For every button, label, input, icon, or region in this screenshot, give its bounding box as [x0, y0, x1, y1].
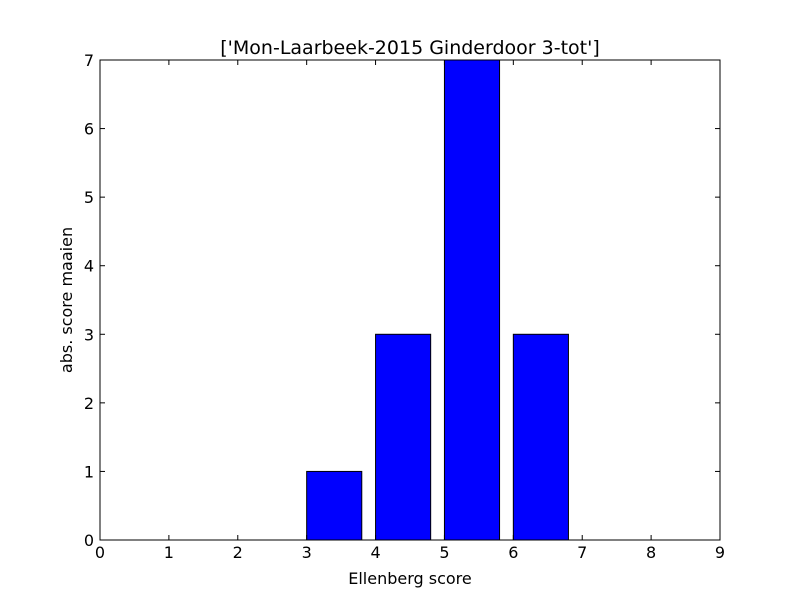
- y-tick-label: 6: [84, 120, 94, 139]
- y-tick-label: 2: [84, 394, 94, 413]
- x-tick-label: 0: [95, 543, 105, 562]
- x-tick-label: 1: [164, 543, 174, 562]
- y-tick-label: 5: [84, 188, 94, 207]
- bars-group: [306, 59, 569, 541]
- bar-4: [375, 333, 432, 541]
- y-tick-label: 7: [84, 51, 94, 70]
- bar-5: [443, 59, 501, 541]
- y-tick-label: 1: [84, 462, 94, 481]
- x-tick-label: 7: [577, 543, 587, 562]
- y-tick-label: 4: [84, 257, 94, 276]
- y-tick-label: 3: [84, 325, 94, 344]
- x-tick-label: 4: [370, 543, 380, 562]
- x-tick-label: 5: [439, 543, 449, 562]
- bar-6: [512, 333, 569, 541]
- x-tick-label: 9: [715, 543, 725, 562]
- x-tick-label: 2: [233, 543, 243, 562]
- chart-title: ['Mon-Laarbeek-2015 Ginderdoor 3-tot']: [220, 37, 599, 59]
- y-axis-label: abs. score maaien: [57, 227, 76, 373]
- x-tick-label: 3: [302, 543, 312, 562]
- plot-frame: [99, 59, 721, 541]
- x-tick-label: 6: [508, 543, 518, 562]
- x-tick-label: 8: [646, 543, 656, 562]
- x-axis-label: Ellenberg score: [348, 569, 472, 588]
- y-tick-label: 0: [84, 531, 94, 550]
- bar-3: [306, 470, 363, 541]
